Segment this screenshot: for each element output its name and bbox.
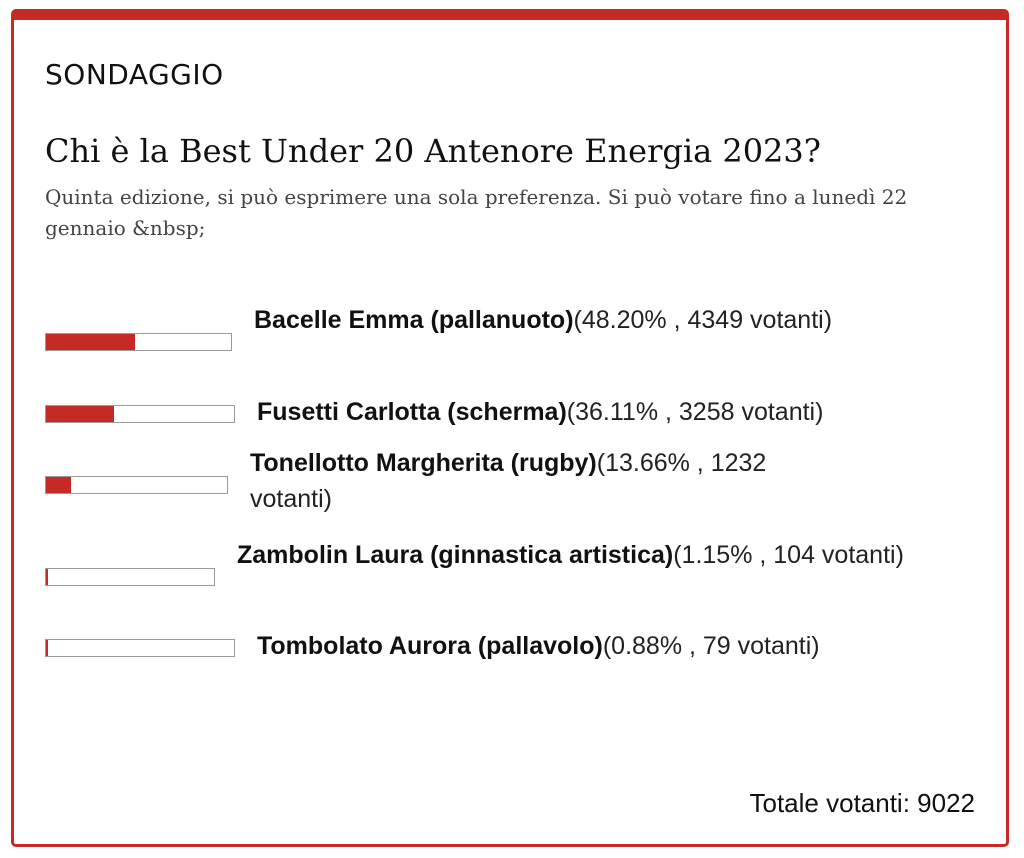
section-label: SONDAGGIO <box>45 58 224 91</box>
result-bar-fill <box>46 477 71 493</box>
result-bar <box>45 568 215 586</box>
result-bar-fill <box>46 406 114 422</box>
option-name: Fusetti Carlotta (scherma) <box>257 398 567 426</box>
option-text: Tonellotto Margherita (rugby)(13.66% , 1… <box>250 445 855 517</box>
option-stats: (36.11% , 3258 votanti) <box>566 398 824 426</box>
poll-option: Fusetti Carlotta (scherma)(36.11% , 3258… <box>45 394 977 430</box>
result-bar-fill <box>46 569 49 585</box>
option-name: Tonellotto Margherita (rugby) <box>250 449 597 477</box>
option-text: Tombolato Aurora (pallavolo)(0.88% , 79 … <box>257 628 977 664</box>
result-bar <box>45 639 235 657</box>
option-stats: (0.88% , 79 votanti) <box>602 632 820 660</box>
option-text: Bacelle Emma (pallanuoto)(48.20% , 4349 … <box>254 302 839 338</box>
poll-option: Tombolato Aurora (pallavolo)(0.88% , 79 … <box>45 628 977 664</box>
poll-option: Zambolin Laura (ginnastica artistica)(1.… <box>45 537 927 586</box>
option-text: Fusetti Carlotta (scherma)(36.11% , 3258… <box>257 394 977 430</box>
result-bar-fill <box>46 640 49 656</box>
poll-question: Chi è la Best Under 20 Antenore Energia … <box>45 132 821 170</box>
result-bar-fill <box>46 334 136 350</box>
option-name: Tombolato Aurora (pallavolo) <box>257 632 603 660</box>
option-text: Zambolin Laura (ginnastica artistica)(1.… <box>237 537 927 573</box>
result-bar <box>45 405 235 423</box>
poll-option: Tonellotto Margherita (rugby)(13.66% , 1… <box>45 445 855 517</box>
option-name: Zambolin Laura (ginnastica artistica) <box>237 541 674 569</box>
total-voters: Totale votanti: 9022 <box>749 788 976 818</box>
result-bar <box>45 476 228 494</box>
poll-description: Quinta edizione, si può esprimere una so… <box>45 185 908 240</box>
option-stats: (1.15% , 104 votanti) <box>673 541 904 569</box>
poll-option: Bacelle Emma (pallanuoto)(48.20% , 4349 … <box>45 302 839 351</box>
result-bar <box>45 333 232 351</box>
option-stats: (48.20% , 4349 votanti) <box>573 306 833 334</box>
option-name: Bacelle Emma (pallanuoto) <box>254 306 574 334</box>
poll-widget: SONDAGGIO Chi è la Best Under 20 Antenor… <box>11 9 1009 847</box>
option-stats: (13.66% , 1232 votanti) <box>250 449 767 513</box>
